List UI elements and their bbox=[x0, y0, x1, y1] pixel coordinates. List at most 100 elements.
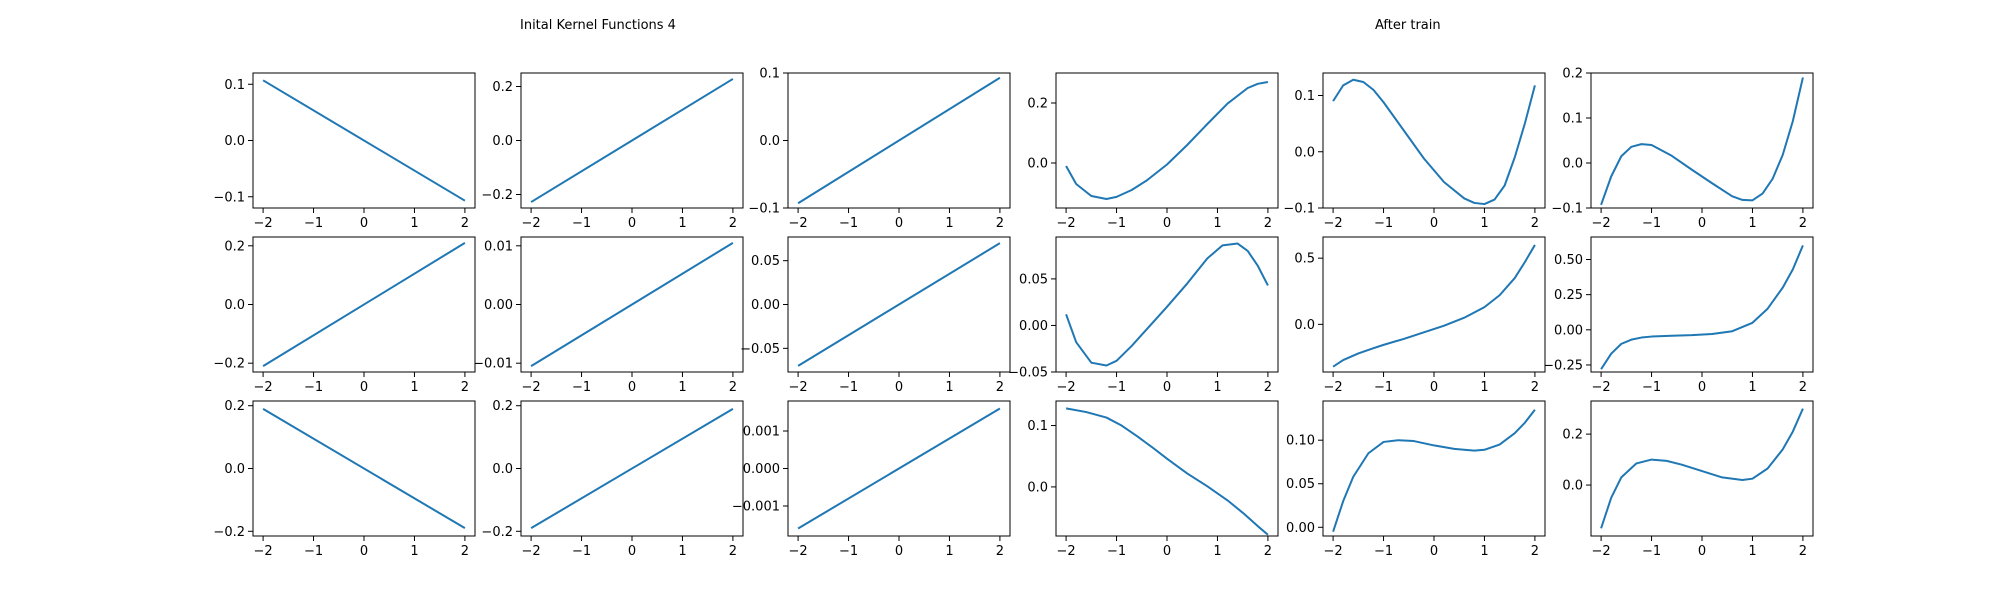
y-tick-label: 0.2 bbox=[224, 239, 245, 254]
x-tick-label: −1 bbox=[1374, 216, 1393, 231]
x-tick-label: −2 bbox=[1324, 380, 1343, 395]
axes-frame bbox=[1322, 72, 1546, 209]
x-tick-label: −2 bbox=[254, 544, 273, 559]
x-tick-label: −2 bbox=[789, 216, 808, 231]
x-tick-label: 0 bbox=[628, 544, 636, 559]
x-tick-label: 0 bbox=[360, 544, 368, 559]
x-tick-label: 1 bbox=[945, 380, 953, 395]
y-tick-label: 0.0 bbox=[1027, 480, 1048, 495]
x-tick-label: 2 bbox=[461, 544, 469, 559]
x-tick-label: 0 bbox=[628, 380, 636, 395]
x-tick-label: 1 bbox=[678, 216, 686, 231]
x-tick-label: 0 bbox=[895, 544, 903, 559]
x-tick-label: −2 bbox=[789, 544, 808, 559]
x-tick-label: −2 bbox=[254, 380, 273, 395]
series-line bbox=[530, 242, 734, 367]
y-tick-label: 0.05 bbox=[1019, 272, 1048, 287]
x-tick-label: −1 bbox=[839, 544, 858, 559]
y-tick-label: −0.2 bbox=[213, 525, 245, 540]
subplot-2-1: −2 −1 0 1 2 −0.2 0.0 0.2 bbox=[213, 236, 476, 395]
x-tick-label: 0 bbox=[895, 380, 903, 395]
x-tick-label: 0 bbox=[1163, 380, 1171, 395]
y-tick-label: 0.5 bbox=[1294, 252, 1315, 267]
x-tick-label: 2 bbox=[1799, 544, 1807, 559]
x-tick-label: 0 bbox=[628, 216, 636, 231]
x-tick-label: 2 bbox=[1799, 380, 1807, 395]
y-tick-label: 0.1 bbox=[759, 67, 780, 82]
x-tick-label: −1 bbox=[572, 380, 591, 395]
x-tick-label: −2 bbox=[1324, 544, 1343, 559]
x-tick-label: −1 bbox=[304, 544, 323, 559]
subplot-1-2: −2 −1 0 1 2 −0.2 0.0 0.2 bbox=[481, 72, 744, 231]
y-tick-label: 0.00 bbox=[484, 298, 513, 313]
subplot-2-2: −2 −1 0 1 2 −0.01 0.00 0.01 bbox=[473, 236, 744, 395]
x-tick-label: 0 bbox=[1430, 216, 1438, 231]
series-line bbox=[262, 407, 466, 530]
subplot-1-6: −2 −1 0 1 2 −0.1 0.0 0.1 0.2 bbox=[1551, 67, 1814, 231]
x-tick-label: 2 bbox=[461, 380, 469, 395]
x-tick-label: −2 bbox=[522, 544, 541, 559]
y-tick-label: 0.2 bbox=[492, 80, 513, 95]
x-tick-label: 0 bbox=[1698, 216, 1706, 231]
x-tick-label: −2 bbox=[1057, 380, 1076, 395]
series-line bbox=[1065, 407, 1269, 536]
y-tick-label: 0.00 bbox=[1019, 319, 1048, 334]
y-tick-label: 0.001 bbox=[743, 425, 780, 440]
x-tick-label: −2 bbox=[1057, 216, 1076, 231]
right-title: After train bbox=[1375, 18, 1441, 33]
x-tick-label: 2 bbox=[729, 544, 737, 559]
subplot-1-1: −2 −1 0 1 2 −0.1 0.0 0.1 bbox=[213, 72, 476, 231]
x-tick-label: 0 bbox=[1163, 544, 1171, 559]
x-tick-label: −2 bbox=[1592, 380, 1611, 395]
subplot-1-5: −2 −1 0 1 2 −0.1 0.0 0.1 bbox=[1283, 72, 1546, 231]
series-line bbox=[1065, 242, 1269, 367]
x-tick-label: −2 bbox=[522, 216, 541, 231]
x-tick-label: 2 bbox=[1799, 216, 1807, 231]
x-tick-label: −1 bbox=[1107, 380, 1126, 395]
y-tick-label: 0.2 bbox=[1562, 67, 1583, 82]
x-tick-label: 1 bbox=[410, 216, 418, 231]
subplot-grid: −2 −1 0 1 2 −0.1 0.0 0.1 −2 −1 0 1 2 −0.2 0.0 0.2 −2 −1 0 1… bbox=[213, 67, 1814, 559]
x-tick-label: −1 bbox=[1107, 544, 1126, 559]
x-tick-label: −2 bbox=[522, 380, 541, 395]
series-line bbox=[797, 407, 1001, 530]
subplot-2-3: −2 −1 0 1 2 −0.05 0.00 0.05 bbox=[740, 236, 1011, 395]
x-tick-label: 2 bbox=[1264, 216, 1272, 231]
x-tick-label: 2 bbox=[461, 216, 469, 231]
y-tick-label: 0.1 bbox=[1294, 89, 1315, 104]
x-tick-label: 2 bbox=[996, 380, 1004, 395]
series-line bbox=[797, 242, 1001, 367]
x-tick-label: 1 bbox=[1480, 216, 1488, 231]
y-tick-label: −0.05 bbox=[1008, 366, 1048, 381]
axes-frame bbox=[1055, 236, 1279, 373]
y-tick-label: 0.00 bbox=[1286, 521, 1315, 536]
x-tick-label: 0 bbox=[1430, 380, 1438, 395]
x-tick-label: 0 bbox=[1163, 216, 1171, 231]
x-tick-label: 0 bbox=[1430, 544, 1438, 559]
x-tick-label: 2 bbox=[1531, 216, 1539, 231]
y-tick-label: 0.1 bbox=[1027, 419, 1048, 434]
series-line bbox=[1600, 408, 1804, 529]
x-tick-label: −1 bbox=[1642, 216, 1661, 231]
y-tick-label: −0.25 bbox=[1543, 358, 1583, 373]
series-line bbox=[797, 76, 1001, 205]
y-tick-label: 0.2 bbox=[492, 399, 513, 414]
subplot-3-5: −2 −1 0 1 2 0.00 0.05 0.10 bbox=[1286, 400, 1546, 559]
series-line bbox=[1600, 77, 1804, 206]
series-line bbox=[1600, 245, 1804, 370]
series-line bbox=[1332, 409, 1536, 532]
y-tick-label: −0.2 bbox=[213, 357, 245, 372]
subplot-3-1: −2 −1 0 1 2 −0.2 0.0 0.2 bbox=[213, 399, 476, 559]
subplot-3-6: −2 −1 0 1 2 0.0 0.2 bbox=[1562, 400, 1814, 559]
y-tick-label: 0.2 bbox=[1562, 428, 1583, 443]
x-tick-label: 1 bbox=[1213, 216, 1221, 231]
x-tick-label: 1 bbox=[678, 380, 686, 395]
x-tick-label: 1 bbox=[1213, 380, 1221, 395]
subplot-2-6: −2 −1 0 1 2 −0.25 0.00 0.25 0.50 bbox=[1543, 236, 1814, 395]
series-line bbox=[1332, 78, 1536, 206]
x-tick-label: −2 bbox=[1592, 544, 1611, 559]
x-tick-label: 2 bbox=[729, 380, 737, 395]
x-tick-label: −1 bbox=[1374, 544, 1393, 559]
x-tick-label: −2 bbox=[1592, 216, 1611, 231]
axes-frame bbox=[1590, 400, 1814, 537]
